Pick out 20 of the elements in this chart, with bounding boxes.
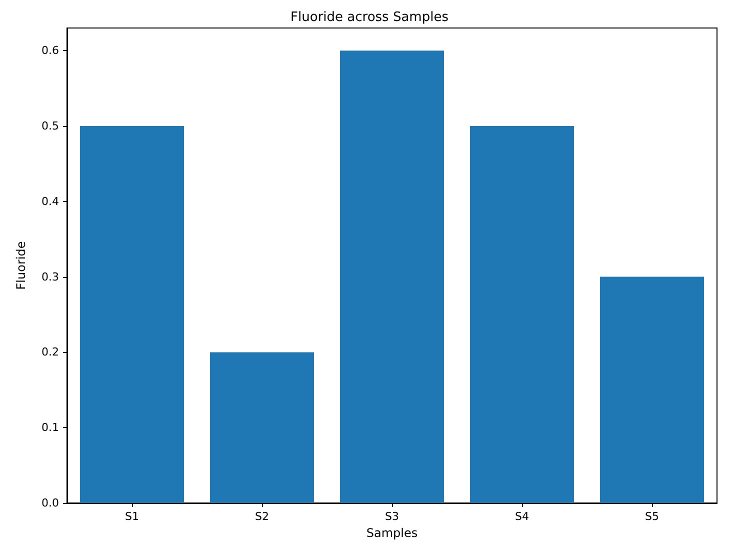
y-tick-label: 0.4 xyxy=(42,194,59,208)
y-axis-title: Fluoride xyxy=(14,241,28,290)
bar xyxy=(210,352,314,503)
y-tick-label: 0.0 xyxy=(42,496,59,510)
x-tick-label: S2 xyxy=(255,510,269,523)
bar xyxy=(340,50,444,503)
x-tick-label: S1 xyxy=(125,510,139,523)
y-tick-label: 0.3 xyxy=(42,270,59,284)
chart-title: Fluoride across Samples xyxy=(290,10,449,25)
x-axis-title: Samples xyxy=(366,526,418,540)
y-tick-label: 0.2 xyxy=(42,346,59,359)
y-tick-label: 0.1 xyxy=(42,421,59,434)
x-tick-label: S3 xyxy=(385,510,399,523)
x-tick-label: S4 xyxy=(515,510,529,523)
y-tick-label: 0.6 xyxy=(42,44,59,58)
y-tick-label: 0.5 xyxy=(42,120,59,133)
bar xyxy=(600,276,704,503)
x-tick-label: S5 xyxy=(645,510,659,523)
bar xyxy=(80,126,184,503)
bar xyxy=(470,126,574,503)
